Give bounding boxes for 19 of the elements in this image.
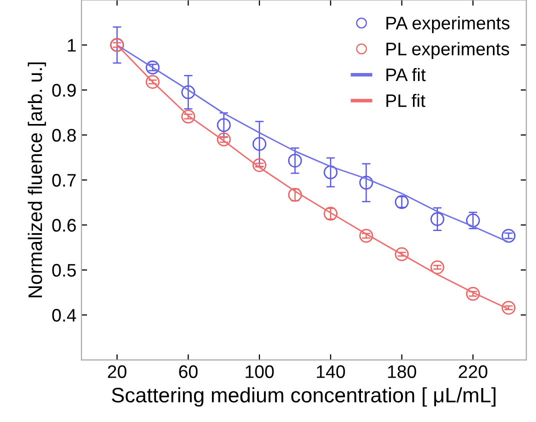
y-tick-label: 1 xyxy=(68,39,76,52)
y-tick-label: 0.9 xyxy=(52,84,76,97)
y-tick-label: 0.4 xyxy=(52,308,76,322)
legend-label: PA fit xyxy=(386,68,426,82)
y-axis-title: Normalized fluence [arb. u.] xyxy=(28,62,46,298)
x-tick-label: 180 xyxy=(388,365,416,378)
x-axis-title: Scattering medium concentration [ μL/mL] xyxy=(112,387,496,407)
y-tick-label: 0.6 xyxy=(52,218,76,232)
x-tick-label: 140 xyxy=(316,365,345,378)
y-tick-label: 0.5 xyxy=(52,264,76,277)
legend-label: PL fit xyxy=(386,94,426,108)
x-tick-label: 220 xyxy=(458,365,488,378)
legend-label: PA experiments xyxy=(386,16,510,34)
y-tick-label: 0.7 xyxy=(52,174,76,187)
y-tick-label: 0.8 xyxy=(52,128,76,142)
x-tick-label: 100 xyxy=(246,365,274,378)
x-tick-label: 20 xyxy=(108,365,126,378)
legend-label: PL experiments xyxy=(386,42,510,59)
x-tick-label: 60 xyxy=(179,365,198,378)
